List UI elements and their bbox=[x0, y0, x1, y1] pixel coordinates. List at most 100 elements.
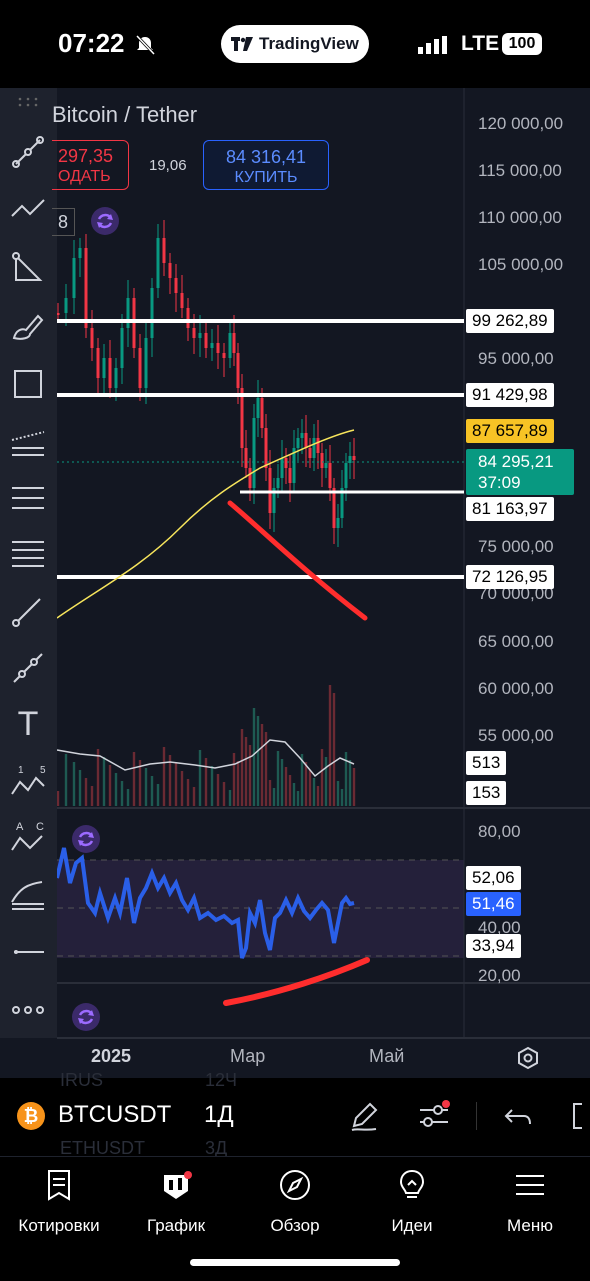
candle-body bbox=[332, 488, 336, 528]
fib-levels-icon[interactable] bbox=[8, 534, 48, 574]
volume-bar bbox=[150, 776, 154, 806]
sell-button[interactable] bbox=[52, 140, 129, 190]
ghost-text: 12Ч bbox=[205, 1070, 238, 1090]
elliott-label-1: 1 bbox=[18, 765, 24, 776]
volume-bar bbox=[174, 763, 178, 806]
volume-bar bbox=[316, 786, 320, 806]
volume-bar bbox=[78, 770, 82, 806]
candle-body bbox=[240, 388, 244, 448]
volume-bar bbox=[162, 747, 166, 806]
home-indicator[interactable] bbox=[190, 1259, 400, 1266]
sync-icon[interactable] bbox=[71, 1002, 101, 1032]
candle-body bbox=[102, 358, 106, 378]
gann-fan-icon[interactable] bbox=[8, 874, 48, 914]
level-tag-1[interactable]: 99 262,89 bbox=[466, 309, 554, 333]
nav-overview[interactable]: Обзор bbox=[240, 1167, 350, 1236]
level-tag-2[interactable]: 91 429,98 bbox=[466, 383, 554, 407]
nav-ideas[interactable]: Идеи bbox=[357, 1167, 467, 1236]
price-axis-label: 115 000,00 bbox=[478, 161, 562, 180]
timeframe-selector[interactable]: 1Д bbox=[204, 1101, 234, 1128]
buy-button[interactable]: 84 316,41 КУПИТЬ bbox=[203, 140, 329, 190]
legend-toggle[interactable]: 8 bbox=[52, 208, 75, 236]
volume-bar bbox=[204, 758, 208, 806]
price-chart[interactable] bbox=[0, 88, 590, 1088]
tradingview-logo-icon bbox=[231, 37, 253, 51]
pen-icon[interactable] bbox=[346, 1098, 382, 1134]
annotation-stroke-down[interactable] bbox=[227, 500, 368, 621]
volume-bar bbox=[280, 759, 284, 806]
sync-icon[interactable] bbox=[90, 206, 120, 236]
candle-body bbox=[256, 398, 260, 418]
candle-body bbox=[174, 278, 178, 293]
rsi-value-tag: 51,46 bbox=[466, 892, 521, 916]
sell-label: ОДАТЬ bbox=[58, 168, 111, 185]
volume-bar bbox=[276, 751, 280, 806]
nav-label: Котировки bbox=[18, 1216, 100, 1235]
candle-body bbox=[192, 328, 196, 338]
brush-icon[interactable] bbox=[8, 306, 48, 346]
bell-muted-icon bbox=[135, 34, 156, 56]
rectangle-icon[interactable] bbox=[8, 364, 48, 404]
pitchfork-icon[interactable] bbox=[8, 478, 48, 518]
more-icon[interactable] bbox=[8, 990, 48, 1030]
candle-body bbox=[352, 456, 356, 460]
candle-body bbox=[304, 433, 308, 448]
undo-icon[interactable] bbox=[500, 1098, 536, 1134]
nav-chart[interactable]: График bbox=[121, 1167, 231, 1236]
symbol-name[interactable]: BTCUSDT bbox=[58, 1101, 172, 1128]
price-axis-label: 105 000,00 bbox=[478, 255, 564, 274]
line-icon[interactable] bbox=[8, 648, 48, 688]
triangle-icon[interactable] bbox=[8, 248, 48, 288]
chart-settings-icon[interactable] bbox=[516, 1046, 540, 1070]
level-tag-4[interactable]: 72 126,95 bbox=[466, 565, 554, 589]
indicators-icon[interactable] bbox=[416, 1098, 452, 1134]
nav-label: Идеи bbox=[391, 1216, 433, 1235]
buy-price: 84 316,41 bbox=[225, 147, 307, 167]
current-price-tag: 84 295,21 37:09 bbox=[466, 449, 574, 495]
candle-body bbox=[222, 353, 226, 358]
candle-body bbox=[138, 348, 142, 388]
nav-label: Обзор bbox=[270, 1216, 320, 1235]
trend-line-icon[interactable] bbox=[8, 132, 48, 172]
nav-quotes[interactable]: Котировки bbox=[4, 1167, 114, 1236]
sync-icon[interactable] bbox=[71, 824, 101, 854]
annotation-stroke-up[interactable] bbox=[223, 957, 370, 1006]
text-icon[interactable]: T bbox=[17, 705, 39, 743]
moving-average-line bbox=[56, 429, 355, 619]
polyline-icon[interactable] bbox=[8, 190, 48, 230]
spread-value: 19,06 bbox=[149, 157, 187, 174]
candle-body bbox=[108, 358, 112, 388]
candle-body bbox=[78, 248, 82, 258]
fullscreen-icon[interactable] bbox=[568, 1098, 590, 1134]
candle-body bbox=[228, 333, 232, 358]
toolbar-drag-handle-icon[interactable] bbox=[18, 94, 38, 107]
candle-body bbox=[198, 333, 202, 338]
elliott-label-5: 5 bbox=[40, 765, 46, 776]
app-pill[interactable]: TradingView bbox=[221, 25, 369, 63]
candle-body bbox=[252, 418, 256, 488]
volume-bar bbox=[324, 757, 328, 806]
candle-body bbox=[288, 468, 292, 483]
ghost-text: 3Д bbox=[205, 1138, 228, 1158]
nav-menu[interactable]: Меню bbox=[475, 1167, 585, 1236]
price-axis-label: 60 000,00 bbox=[478, 679, 554, 698]
volume-bar bbox=[186, 779, 190, 806]
level-tag-3[interactable]: 81 163,97 bbox=[466, 497, 554, 521]
rsi-upper-tag: 52,06 bbox=[466, 866, 521, 890]
candle-body bbox=[292, 448, 296, 483]
ray-icon[interactable] bbox=[8, 591, 48, 631]
volume-bar bbox=[144, 768, 148, 806]
volume-bar bbox=[344, 752, 348, 806]
toolbar-divider bbox=[476, 1102, 477, 1130]
parallel-channel-icon[interactable] bbox=[8, 422, 48, 462]
compass-icon bbox=[280, 1170, 310, 1200]
price-axis-label: 65 000,00 bbox=[478, 632, 554, 651]
volume-bar bbox=[256, 716, 260, 806]
candle-body bbox=[96, 348, 100, 378]
volume-bar bbox=[312, 778, 316, 806]
volume-bar bbox=[210, 766, 214, 806]
horizontal-line-icon[interactable] bbox=[8, 932, 48, 972]
price-axis-label: 75 000,00 bbox=[478, 537, 554, 556]
